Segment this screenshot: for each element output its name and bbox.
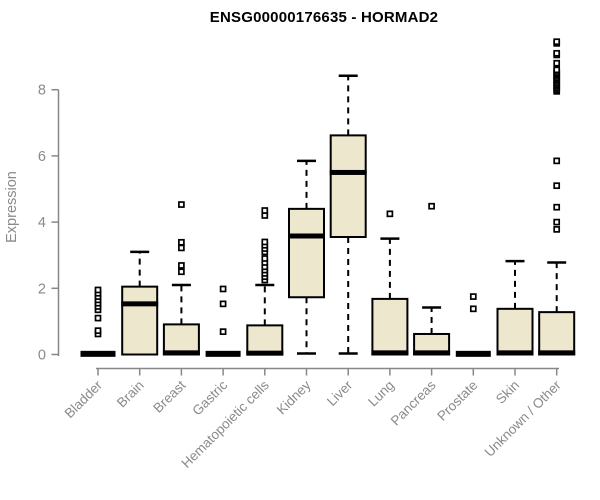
outlier-point [553, 203, 561, 211]
x-tick-label: Prostate [434, 378, 480, 424]
outlier-point [178, 238, 185, 246]
iqr-box [371, 297, 409, 356]
box-prostate [455, 293, 491, 357]
median-line [371, 350, 409, 356]
y-tick-label: 0 [38, 348, 46, 364]
outlier-point [469, 293, 477, 300]
x-tick-label: Brain [114, 378, 147, 411]
box-kidney [288, 159, 325, 355]
collapsed-box [80, 350, 116, 357]
outlier-point [178, 268, 185, 276]
outlier-point [553, 49, 561, 57]
box-lung [371, 210, 409, 356]
y-tick-label: 6 [38, 149, 46, 165]
outlier-point [469, 305, 477, 313]
outlier-point [178, 201, 185, 208]
iqr-box [246, 324, 284, 356]
box-liver [329, 74, 367, 355]
box-brain [121, 250, 159, 356]
outlier-point [553, 182, 561, 190]
outlier-point [261, 238, 269, 246]
x-tick-label: Pancreas [388, 377, 439, 428]
x-tick-label: Kidney [274, 377, 314, 417]
median-line [162, 350, 200, 356]
axes [51, 88, 559, 376]
x-tick-label: Unknown / Other [482, 377, 565, 460]
outlier-point [261, 207, 269, 214]
outlier-point [94, 286, 102, 294]
x-tick-label: Bladder [62, 377, 106, 421]
box-gastric [205, 285, 241, 357]
median-line [538, 350, 576, 356]
outlier-point [553, 38, 561, 46]
median-line [413, 350, 451, 356]
box-breast [162, 201, 200, 356]
box-unknown-other [538, 38, 576, 356]
median-line [329, 169, 367, 175]
iqr-box [496, 307, 534, 356]
iqr-box [121, 285, 159, 356]
y-tick-label: 4 [38, 215, 46, 231]
outlier-point [219, 328, 227, 336]
x-tick-label: Lung [365, 378, 397, 410]
median-line [496, 350, 534, 356]
collapsed-box [205, 350, 241, 357]
x-tick-label: Skin [493, 378, 522, 407]
y-tick-label: 2 [38, 281, 46, 297]
median-line [246, 350, 284, 356]
outlier-point [219, 285, 227, 293]
outlier-point [178, 244, 185, 252]
outlier-point [386, 210, 394, 218]
outlier-point [219, 300, 227, 308]
outlier-point [94, 327, 102, 335]
outlier-point [428, 202, 435, 210]
outlier-point [553, 59, 561, 67]
x-tick-label: Liver [324, 377, 356, 409]
median-line [121, 301, 159, 307]
iqr-box [329, 134, 367, 238]
outlier-point [553, 66, 561, 74]
y-tick-label: 8 [38, 83, 46, 99]
box-pancreas [413, 202, 451, 356]
iqr-box [288, 207, 325, 299]
median-line [288, 233, 325, 239]
collapsed-box [455, 350, 491, 357]
iqr-box [538, 311, 576, 356]
box-skin [496, 259, 534, 356]
outlier-point [178, 262, 185, 269]
outlier-point [553, 226, 561, 233]
iqr-box [162, 323, 200, 356]
chart-title: ENSG00000176635 - HORMAD2 [209, 9, 439, 26]
x-tick-label: Breast [150, 377, 188, 415]
outlier-point [553, 218, 561, 226]
outlier-point [261, 255, 269, 262]
outlier-point [553, 157, 561, 165]
outlier-point [94, 314, 102, 322]
y-axis-title: Expression [4, 171, 20, 243]
box-bladder [80, 286, 116, 357]
box-hematopoietic-cells [246, 207, 284, 356]
x-tick-label: Gastric [189, 377, 230, 418]
